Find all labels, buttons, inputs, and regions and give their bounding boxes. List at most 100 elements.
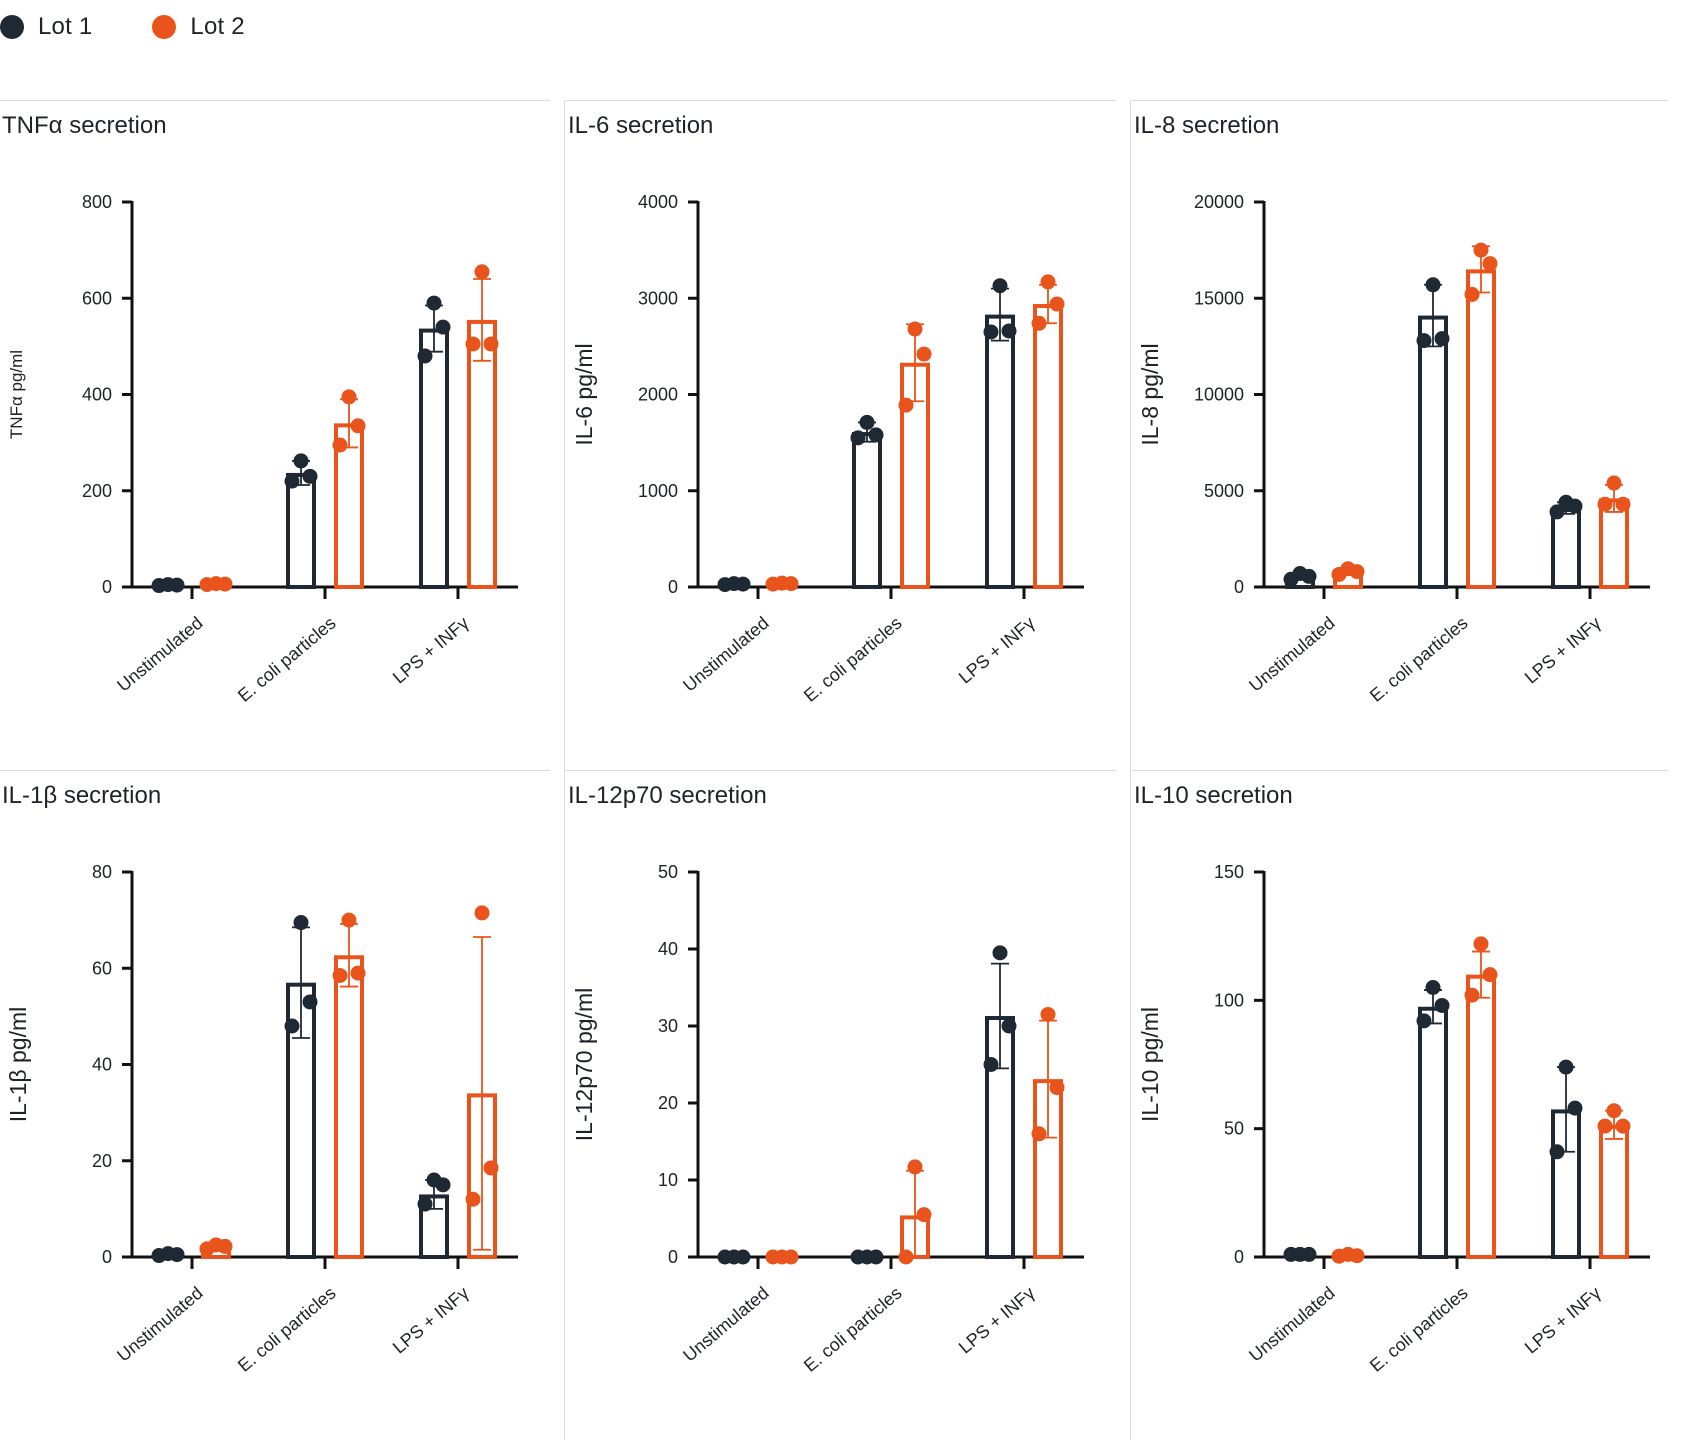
data-point-lot-2-lps-inf xyxy=(1031,315,1047,331)
x-tick-label-lps-inf: LPS + INFγ xyxy=(389,613,473,688)
data-point-lot-1-lps-inf xyxy=(983,324,999,340)
data-point-lot-2-lps-inf xyxy=(1040,1006,1056,1022)
y-tick-label: 10 xyxy=(658,1170,678,1190)
y-axis-label: IL-10 pg/ml xyxy=(1137,1007,1163,1122)
data-point-lot-1-lps-inf xyxy=(1567,1100,1583,1116)
chart-title: IL-10 secretion xyxy=(1134,782,1293,809)
data-point-lot-2-e-coli-particles xyxy=(898,397,914,413)
data-point-lot-2-unstimulated xyxy=(1340,561,1356,577)
data-point-lot-1-unstimulated xyxy=(726,576,742,592)
data-point-lot-2-lps-inf xyxy=(1597,1118,1613,1134)
data-point-lot-1-unstimulated xyxy=(1292,566,1308,582)
data-point-lot-2-e-coli-particles xyxy=(916,1207,932,1223)
x-tick-label-e-coli-particles: E. coli particles xyxy=(800,613,906,706)
data-point-lot-2-e-coli-particles xyxy=(1464,987,1480,1003)
y-tick-label: 10000 xyxy=(1194,385,1244,405)
y-tick-label: 0 xyxy=(668,577,678,597)
panel-divider xyxy=(0,770,550,771)
legend-marker-lot-2 xyxy=(152,15,177,39)
data-point-lot-2-e-coli-particles xyxy=(1464,286,1480,302)
chart-title: IL-6 secretion xyxy=(568,112,714,139)
bar-lot-1-lps-inf xyxy=(419,328,449,589)
y-tick-label: 100 xyxy=(1214,990,1244,1010)
data-point-lot-1-e-coli-particles xyxy=(1434,997,1450,1013)
y-axis-label: TNFα pg/ml xyxy=(7,350,26,439)
bar-lot-1-e-coli-particles xyxy=(286,472,316,590)
data-point-lot-1-e-coli-particles xyxy=(293,915,309,931)
y-tick-label: 20 xyxy=(92,1151,112,1171)
panel-vertical-divider xyxy=(1130,100,1131,770)
data-point-lot-1-e-coli-particles xyxy=(850,430,866,446)
data-point-lot-1-e-coli-particles xyxy=(284,1018,300,1034)
data-point-lot-1-e-coli-particles xyxy=(1434,331,1450,347)
chart-panel-il-8-pg-ml: IL-8 secretion IL-8 pg/ml 0 5000 10000 15000 2… xyxy=(1132,100,1698,770)
chart-panel-il-6-pg-ml: IL-6 secretion IL-6 pg/ml 0 1000 2000 3000 400… xyxy=(566,100,1132,770)
data-point-lot-2-lps-inf xyxy=(1049,1080,1065,1096)
y-tick-label: 0 xyxy=(102,577,112,597)
chart-grid: TNFα secretion TNFα pg/ml 0 200 400 600 800 Uns… xyxy=(0,100,1698,1440)
chart-title: TNFα secretion xyxy=(2,112,167,139)
data-point-lot-2-lps-inf xyxy=(465,1191,481,1207)
x-tick-label-lps-inf: LPS + INFγ xyxy=(1521,1283,1605,1358)
bar-lot-1-e-coli-particles xyxy=(1418,315,1448,589)
chart-title: IL-12p70 secretion xyxy=(568,782,767,809)
chart-title: IL-1β secretion xyxy=(2,782,162,809)
data-point-lot-1-e-coli-particles xyxy=(1425,277,1441,293)
data-point-lot-2-e-coli-particles xyxy=(341,389,357,405)
y-tick-label: 30 xyxy=(658,1016,678,1036)
y-tick-label: 50 xyxy=(658,862,678,882)
data-point-lot-1-unstimulated xyxy=(160,577,176,593)
chart-panel-il-1-pg-ml: IL-1β secretion IL-1β pg/ml 0 20 40 60 80 Unsti… xyxy=(0,770,566,1440)
chart-svg: IL-6 pg/ml 0 1000 2000 3000 4000 Unstimulated E… xyxy=(571,192,1084,706)
data-point-lot-1-lps-inf xyxy=(435,319,451,335)
data-point-lot-2-lps-inf xyxy=(1031,1126,1047,1142)
data-point-lot-1-lps-inf xyxy=(992,278,1008,294)
panel-vertical-divider xyxy=(1130,770,1131,1440)
y-tick-label: 2000 xyxy=(638,385,678,405)
data-point-lot-1-e-coli-particles xyxy=(302,468,318,484)
data-point-lot-2-unstimulated xyxy=(774,575,790,591)
y-tick-label: 5000 xyxy=(1204,481,1244,501)
data-point-lot-2-lps-inf xyxy=(474,905,490,921)
x-tick-label-unstimulated: Unstimulated xyxy=(1245,613,1338,696)
x-tick-label-unstimulated: Unstimulated xyxy=(679,613,772,696)
data-point-lot-2-lps-inf xyxy=(1049,296,1065,312)
data-point-lot-2-e-coli-particles xyxy=(1482,256,1498,272)
bar-lot-1-lps-inf xyxy=(985,314,1015,590)
data-point-lot-1-lps-inf xyxy=(1558,1059,1574,1075)
data-point-lot-1-e-coli-particles xyxy=(1416,1013,1432,1029)
y-tick-label: 0 xyxy=(1234,1247,1244,1267)
bar-lot-1-e-coli-particles xyxy=(852,432,882,589)
x-tick-label-lps-inf: LPS + INFγ xyxy=(955,613,1039,688)
y-tick-label: 15000 xyxy=(1194,288,1244,308)
data-point-lot-2-unstimulated xyxy=(774,1249,790,1265)
data-point-lot-2-lps-inf xyxy=(483,336,499,352)
data-point-lot-1-lps-inf xyxy=(1558,494,1574,510)
panel-vertical-divider xyxy=(564,100,565,770)
data-point-lot-2-e-coli-particles xyxy=(1473,242,1489,258)
y-tick-label: 200 xyxy=(82,481,112,501)
data-point-lot-1-lps-inf xyxy=(1001,1018,1017,1034)
chart-svg: IL-12p70 pg/ml 0 10 20 30 40 50 Unstimulated E. … xyxy=(571,862,1084,1376)
data-point-lot-2-lps-inf xyxy=(465,336,481,352)
bar-lot-1-lps-inf xyxy=(1551,508,1581,590)
x-tick-label-e-coli-particles: E. coli particles xyxy=(800,1283,906,1376)
x-tick-label-e-coli-particles: E. coli particles xyxy=(1366,1283,1472,1376)
data-point-lot-2-lps-inf xyxy=(1615,1118,1631,1134)
data-point-lot-1-unstimulated xyxy=(160,1246,176,1262)
data-point-lot-1-e-coli-particles xyxy=(859,414,875,430)
x-tick-label-unstimulated: Unstimulated xyxy=(113,613,206,696)
y-tick-label: 40 xyxy=(658,939,678,959)
data-point-lot-2-e-coli-particles xyxy=(916,346,932,362)
bar-lot-2-e-coli-particles xyxy=(334,955,364,1259)
x-tick-label-unstimulated: Unstimulated xyxy=(679,1283,772,1366)
y-tick-label: 800 xyxy=(82,192,112,212)
legend-label-lot-1: Lot 1 xyxy=(38,13,93,40)
data-point-lot-2-e-coli-particles xyxy=(341,912,357,928)
data-point-lot-2-e-coli-particles xyxy=(332,967,348,983)
y-tick-label: 3000 xyxy=(638,288,678,308)
legend-marker-lot-1 xyxy=(0,15,24,39)
data-point-lot-1-lps-inf xyxy=(426,295,442,311)
data-point-lot-2-e-coli-particles xyxy=(1482,967,1498,983)
data-point-lot-1-lps-inf xyxy=(417,1196,433,1212)
